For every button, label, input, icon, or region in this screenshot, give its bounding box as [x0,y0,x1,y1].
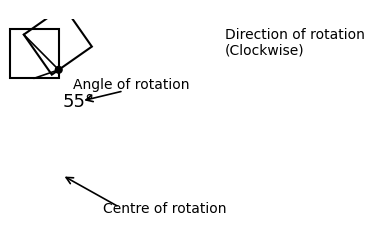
Text: Centre of rotation: Centre of rotation [103,202,226,216]
Bar [10,29,59,78]
Text: 55°: 55° [62,93,94,110]
Text: Direction of rotation
(Clockwise): Direction of rotation (Clockwise) [225,28,365,58]
Text: Angle of rotation: Angle of rotation [73,78,189,92]
Circle shape [55,66,62,73]
